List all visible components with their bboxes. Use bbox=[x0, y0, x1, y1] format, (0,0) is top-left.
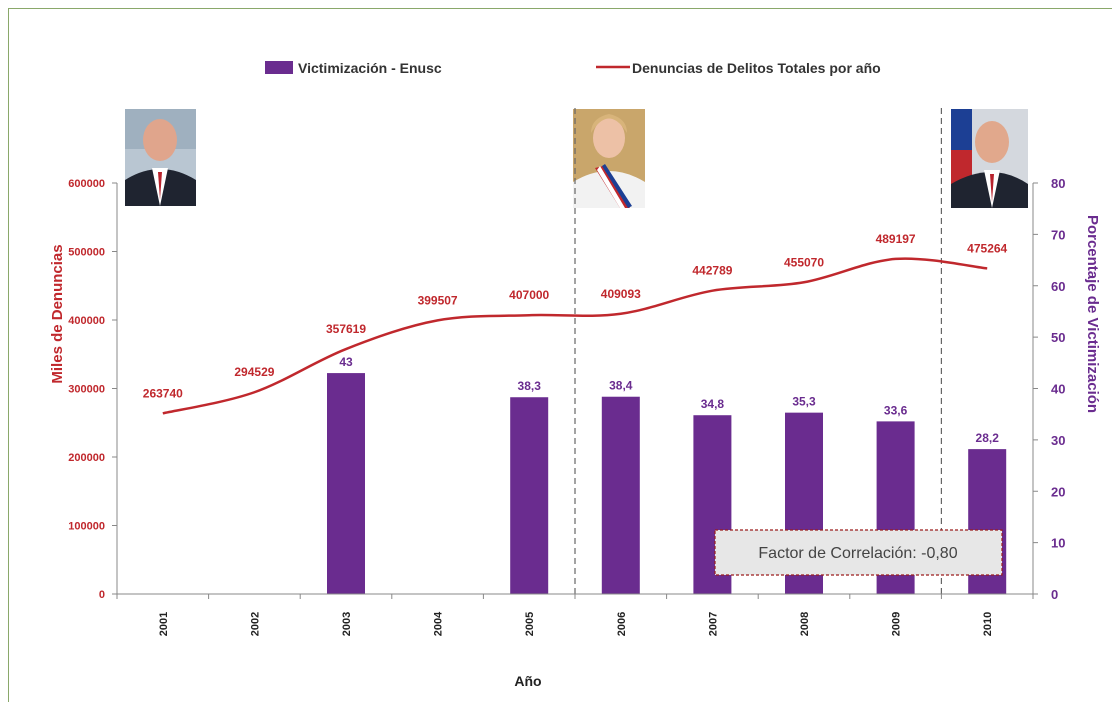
y-left-tick-label: 300000 bbox=[68, 384, 105, 396]
x-tick-label-2008: 2008 bbox=[799, 612, 811, 636]
legend-label-line: Denuncias de Delitos Totales por año bbox=[632, 60, 881, 76]
line-denuncias bbox=[162, 257, 988, 415]
y-right-tick-label: 20 bbox=[1051, 484, 1065, 499]
y-axis-left-title: Miles de Denuncias bbox=[49, 244, 66, 383]
data-labels: 43 38,3 38,4 34,8 35,3 33,6 28,2 263740 294529 35… bbox=[143, 232, 1008, 445]
y-right-tick-label: 10 bbox=[1051, 536, 1065, 551]
y-left-tick-label: 500000 bbox=[68, 247, 105, 259]
legend: Victimización - Enusc Denuncias de Delit… bbox=[265, 60, 881, 76]
portrait-2006 bbox=[573, 109, 645, 208]
y-right-tick-label: 80 bbox=[1051, 176, 1065, 191]
line-label-2005: 407000 bbox=[509, 288, 549, 302]
line-label-2006: 409093 bbox=[601, 287, 641, 301]
correlation-annotation: Factor de Correlación: -0,80 bbox=[714, 529, 1003, 576]
y-left-tick-label: 0 bbox=[99, 589, 105, 601]
chart-frame bbox=[8, 8, 1112, 702]
portrait-2001 bbox=[125, 109, 196, 206]
y-right-tick-label: 50 bbox=[1051, 330, 1065, 345]
bar-label-2010: 28,2 bbox=[976, 431, 1000, 445]
bar-label-2007: 34,8 bbox=[701, 397, 725, 411]
y-left-tick-label: 600000 bbox=[68, 178, 105, 190]
x-tick-label-2010: 2010 bbox=[982, 612, 994, 636]
bar-2006 bbox=[601, 396, 640, 594]
x-tick-label-2003: 2003 bbox=[341, 612, 353, 636]
y-right-tick-label: 0 bbox=[1051, 587, 1058, 602]
bar-label-2008: 35,3 bbox=[792, 395, 816, 409]
y-right-tick-label: 60 bbox=[1051, 279, 1065, 294]
x-tick-label-2004: 2004 bbox=[433, 611, 445, 636]
y-left-tick-label: 400000 bbox=[68, 315, 105, 327]
x-tick-label-2002: 2002 bbox=[249, 612, 261, 636]
y-left-tick-label: 200000 bbox=[68, 452, 105, 464]
x-tick-label-2009: 2009 bbox=[891, 612, 903, 636]
y-left-tick-label: 100000 bbox=[68, 521, 105, 533]
y-right-tick-label: 70 bbox=[1051, 227, 1065, 242]
x-tick-label-2006: 2006 bbox=[616, 612, 628, 636]
period-dividers bbox=[574, 108, 943, 594]
bar-2005 bbox=[510, 397, 549, 594]
legend-swatch-bar bbox=[265, 61, 293, 74]
line-series bbox=[162, 257, 988, 415]
line-label-2004: 399507 bbox=[418, 293, 458, 307]
axes: 0 100000 200000 300000 400000 500000 600000 0 10… bbox=[68, 176, 1065, 636]
x-tick-label-2005: 2005 bbox=[524, 612, 536, 636]
line-label-2008: 455070 bbox=[784, 255, 824, 269]
bar-label-2009: 33,6 bbox=[884, 403, 908, 417]
y-axis-right-title: Porcentaje de Victimización bbox=[1084, 215, 1101, 413]
bar-label-2006: 38,4 bbox=[609, 379, 633, 393]
x-tick-label-2007: 2007 bbox=[707, 612, 719, 636]
line-label-2001: 263740 bbox=[143, 386, 183, 400]
correlation-text: Factor de Correlación: -0,80 bbox=[758, 545, 957, 562]
bar-label-2005: 38,3 bbox=[518, 379, 542, 393]
line-label-2007: 442789 bbox=[692, 264, 732, 278]
bar-label-2003: 43 bbox=[339, 355, 353, 369]
line-label-2010: 475264 bbox=[967, 241, 1007, 255]
line-label-2003: 357619 bbox=[326, 322, 366, 336]
x-axis-title: Año bbox=[514, 673, 541, 689]
line-label-2009: 489197 bbox=[876, 232, 916, 246]
legend-label-bar: Victimización - Enusc bbox=[298, 60, 442, 76]
y-right-tick-label: 30 bbox=[1051, 433, 1065, 448]
portrait-2010 bbox=[951, 109, 1028, 208]
y-right-tick-label: 40 bbox=[1051, 382, 1065, 397]
x-tick-label-2001: 2001 bbox=[158, 612, 170, 636]
bar-2003 bbox=[327, 373, 365, 594]
line-label-2002: 294529 bbox=[234, 365, 274, 379]
